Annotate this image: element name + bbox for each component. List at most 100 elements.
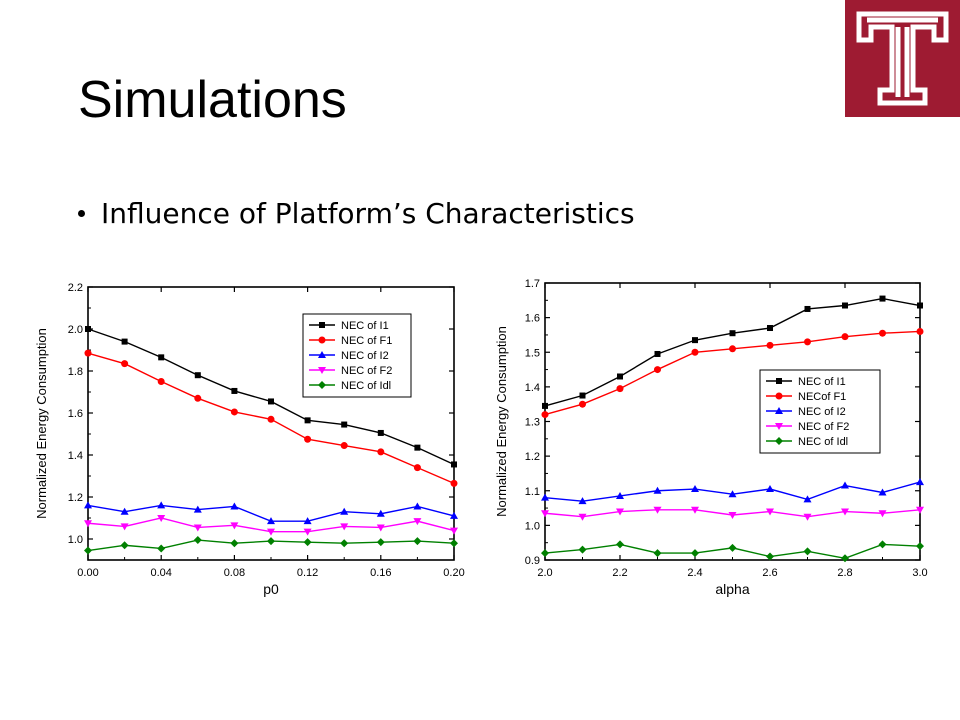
data-point (268, 398, 274, 405)
y-tick-label: 1.6 (525, 313, 540, 325)
y-tick-label: 1.1 (525, 486, 540, 498)
data-point (341, 421, 348, 428)
y-tick-label: 1.0 (525, 520, 540, 532)
series-0 (542, 295, 923, 409)
data-point (766, 485, 774, 493)
data-point (157, 544, 166, 553)
data-point (803, 513, 812, 521)
data-point (841, 554, 849, 563)
legend-marker (775, 392, 783, 400)
data-point (376, 538, 385, 547)
data-point (158, 354, 165, 361)
bullet-dot-icon (78, 210, 85, 217)
data-point (413, 537, 422, 546)
legend-label: NEC of Idl (798, 436, 848, 448)
data-point (541, 549, 549, 558)
x-tick-label: 0.04 (150, 567, 171, 579)
data-point (654, 350, 661, 357)
data-point (450, 511, 458, 519)
data-point (413, 502, 422, 510)
data-point (766, 508, 774, 516)
data-point (842, 302, 848, 309)
x-tick-label: 0.00 (77, 567, 98, 579)
y-tick-label: 2.0 (68, 324, 83, 336)
data-point (841, 508, 849, 516)
data-point (231, 387, 238, 394)
y-tick-label: 2.2 (68, 282, 83, 294)
data-point (193, 524, 202, 532)
data-point (729, 345, 736, 353)
data-point (450, 527, 458, 535)
data-point (120, 507, 129, 515)
data-point (230, 522, 239, 530)
x-tick-label: 2.4 (687, 567, 702, 579)
y-tick-label: 1.5 (525, 347, 540, 359)
legend-label: NEC of F2 (798, 421, 849, 433)
data-point (653, 486, 662, 494)
data-point (916, 542, 924, 551)
data-point (691, 348, 699, 356)
data-point (340, 523, 349, 531)
x-tick-label: 0.16 (370, 567, 391, 579)
data-point (267, 537, 275, 546)
legend-label: NEC of F1 (341, 335, 392, 347)
data-point (579, 400, 586, 408)
data-point (377, 429, 384, 436)
temple-t-icon (856, 11, 949, 106)
data-point (728, 543, 737, 552)
data-point (654, 366, 661, 374)
data-point (841, 333, 849, 341)
series-2 (541, 478, 924, 505)
data-point (120, 523, 129, 531)
data-point (541, 411, 549, 419)
legend-label: NEC of F2 (341, 365, 392, 377)
data-point (616, 491, 624, 499)
data-point (85, 326, 91, 332)
legend-label: NECof F1 (798, 391, 846, 403)
x-tick-label: 2.8 (837, 567, 852, 579)
data-point (304, 417, 311, 424)
data-point (84, 520, 92, 528)
data-point (84, 349, 92, 357)
data-point (616, 540, 624, 549)
data-point (194, 372, 201, 379)
data-point (340, 442, 348, 450)
data-point (616, 385, 624, 393)
y-tick-label: 1.4 (525, 382, 540, 394)
data-point (916, 506, 924, 514)
data-point (303, 517, 312, 525)
data-point (729, 330, 736, 337)
x-tick-label: 3.0 (912, 567, 927, 579)
data-point (578, 497, 587, 505)
data-point (267, 415, 275, 423)
data-point (578, 513, 587, 521)
data-point (617, 373, 623, 380)
y-axis-label: Normalized Energy Consumption (494, 326, 509, 517)
data-point (691, 549, 699, 558)
legend: NEC of I1 NECof F1 NEC of I2 NEC of F2 NEC o… (759, 369, 881, 454)
data-point (376, 509, 385, 517)
data-point (804, 338, 811, 346)
data-point (304, 435, 312, 443)
data-point (230, 539, 239, 548)
data-point (916, 327, 924, 335)
data-point (766, 552, 774, 561)
data-point (841, 481, 849, 489)
data-point (616, 508, 624, 516)
y-tick-label: 1.2 (68, 492, 83, 504)
legend-label: NEC of Idl (341, 380, 391, 392)
data-point (121, 360, 129, 368)
x-axis-label: p0 (263, 581, 279, 597)
series-4 (84, 536, 458, 555)
x-tick-label: 0.20 (443, 567, 464, 579)
data-point (451, 461, 457, 468)
data-point (916, 478, 924, 486)
legend-label: NEC of I1 (341, 320, 389, 332)
y-tick-label: 1.3 (525, 417, 540, 429)
data-point (414, 444, 421, 451)
data-point (193, 536, 202, 545)
data-point (157, 515, 166, 522)
series-2 (84, 501, 458, 525)
bullet-text: Influence of Platform’s Characteristics (101, 197, 635, 230)
temple-university-logo (845, 0, 960, 117)
